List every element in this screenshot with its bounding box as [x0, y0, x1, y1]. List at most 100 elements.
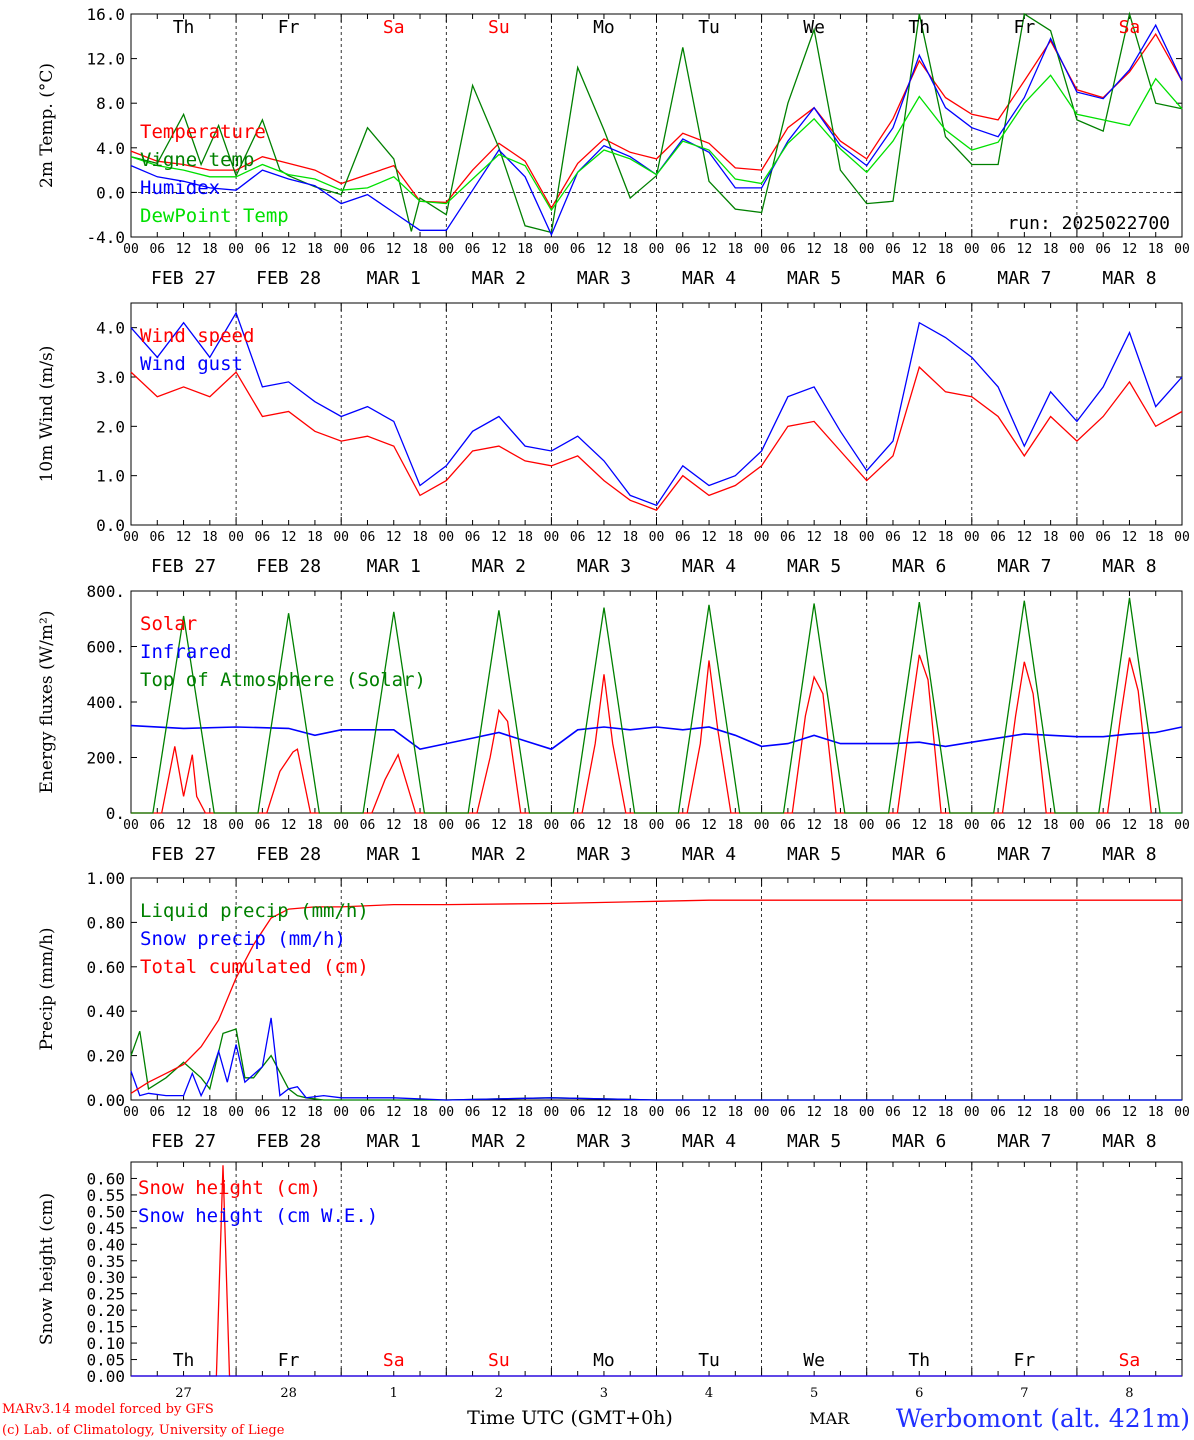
y-tick-label: 0.00 [86, 1091, 125, 1110]
hour-label: 18 [833, 1105, 849, 1120]
date-label: FEB 28 [256, 1131, 321, 1152]
hour-label: 12 [281, 242, 297, 257]
weekday-label: Sa [1119, 1350, 1141, 1371]
date-label: MAR 5 [787, 844, 841, 865]
y-tick-label: 2.0 [96, 417, 125, 436]
hour-label: 00 [649, 1105, 665, 1120]
hour-label: 18 [202, 818, 218, 833]
weekday-label: Tu [698, 17, 720, 38]
hour-label: 06 [465, 818, 481, 833]
weekday-label: We [803, 17, 825, 38]
weekday-label: We [803, 1350, 825, 1371]
hour-label: 18 [833, 818, 849, 833]
y-tick-label: 8.0 [96, 94, 125, 113]
hour-label: 12 [596, 242, 612, 257]
date-label: MAR 6 [892, 556, 946, 577]
legend-entry: Top of Atmosphere (Solar) [140, 669, 426, 691]
hour-label: 00 [754, 242, 770, 257]
hour-label: 00 [123, 530, 139, 545]
hour-label: 12 [386, 530, 402, 545]
date-label: MAR 7 [997, 268, 1051, 289]
y-tick-label: 1.0 [96, 467, 125, 486]
hour-label: 18 [1148, 242, 1164, 257]
date-label: MAR 4 [682, 268, 736, 289]
model-credit: MARv3.14 model forced by GFS [2, 1402, 214, 1417]
day-number: 28 [280, 1386, 297, 1401]
legend-entry: DewPoint Temp [140, 205, 289, 227]
hour-label: 06 [1095, 1105, 1111, 1120]
hour-label: 06 [570, 242, 586, 257]
hour-label: 18 [412, 818, 428, 833]
date-label: MAR 3 [577, 268, 631, 289]
hour-label: 06 [360, 530, 376, 545]
y-tick-label: 0.0 [96, 516, 125, 535]
hour-label: 06 [780, 242, 796, 257]
hour-label: 06 [780, 1105, 796, 1120]
hour-label: 00 [123, 1105, 139, 1120]
weekday-label: Fr [1014, 1350, 1036, 1371]
hour-label: 12 [596, 818, 612, 833]
y-tick-label: 0.60 [86, 1169, 125, 1188]
hour-label: 12 [701, 530, 717, 545]
hour-label: 06 [255, 242, 271, 257]
x-axis-title: Time UTC (GMT+0h) [467, 1407, 673, 1429]
hour-label: 18 [727, 1105, 743, 1120]
hour-label: 06 [570, 530, 586, 545]
date-label: MAR 2 [472, 1131, 526, 1152]
weekday-label: Sa [383, 1350, 405, 1371]
y-tick-label: 0.80 [86, 913, 125, 932]
hour-label: 00 [964, 530, 980, 545]
y-tick-label: -4.0 [86, 228, 125, 247]
hour-label: 06 [885, 818, 901, 833]
y-tick-label: 0.55 [86, 1186, 125, 1205]
y-axis-label: Snow height (cm) [37, 1193, 57, 1345]
date-label: MAR 5 [787, 556, 841, 577]
hour-label: 18 [622, 242, 638, 257]
hour-label: 18 [517, 530, 533, 545]
hour-label: 06 [465, 242, 481, 257]
hour-label: 18 [727, 818, 743, 833]
hour-label: 18 [202, 1105, 218, 1120]
series-line [130, 899, 1182, 1094]
weekday-label: Sa [383, 17, 405, 38]
y-tick-label: 0.45 [86, 1219, 125, 1238]
hour-label: 18 [307, 242, 323, 257]
hour-label: 00 [1069, 242, 1085, 257]
hour-label: 06 [570, 818, 586, 833]
y-tick-label: 0.20 [86, 1301, 125, 1320]
date-label: MAR 2 [472, 556, 526, 577]
date-label: MAR 6 [892, 1131, 946, 1152]
hour-label: 00 [754, 818, 770, 833]
hour-label: 12 [386, 818, 402, 833]
day-number: 7 [1020, 1386, 1028, 1401]
hour-label: 00 [438, 1105, 454, 1120]
legend-entry: Solar [140, 613, 197, 635]
hour-label: 06 [255, 1105, 271, 1120]
hour-label: 12 [491, 1105, 507, 1120]
y-tick-label: 400. [86, 693, 125, 712]
hour-label: 18 [1043, 242, 1059, 257]
hour-label: 18 [833, 530, 849, 545]
hour-label: 18 [307, 818, 323, 833]
hour-label: 18 [517, 242, 533, 257]
date-label: MAR 2 [472, 268, 526, 289]
weekday-label: Th [908, 17, 930, 38]
hour-label: 00 [754, 530, 770, 545]
y-tick-label: 3.0 [96, 368, 125, 387]
series-line [130, 724, 1183, 751]
hour-label: 18 [1043, 1105, 1059, 1120]
series-line [131, 597, 1182, 814]
y-tick-label: 0. [106, 804, 125, 823]
weekday-label: Fr [278, 17, 300, 38]
hour-label: 06 [990, 818, 1006, 833]
hour-label: 06 [570, 1105, 586, 1120]
hour-label: 12 [281, 818, 297, 833]
hour-label: 00 [544, 242, 560, 257]
y-tick-label: 600. [86, 638, 125, 657]
hour-label: 12 [701, 1105, 717, 1120]
legend-entry: Snow height (cm) [138, 1177, 321, 1199]
legend-entry: Total cumulated (cm) [140, 956, 369, 978]
hour-label: 18 [1148, 530, 1164, 545]
hour-label: 06 [675, 242, 691, 257]
hour-label: 12 [911, 242, 927, 257]
